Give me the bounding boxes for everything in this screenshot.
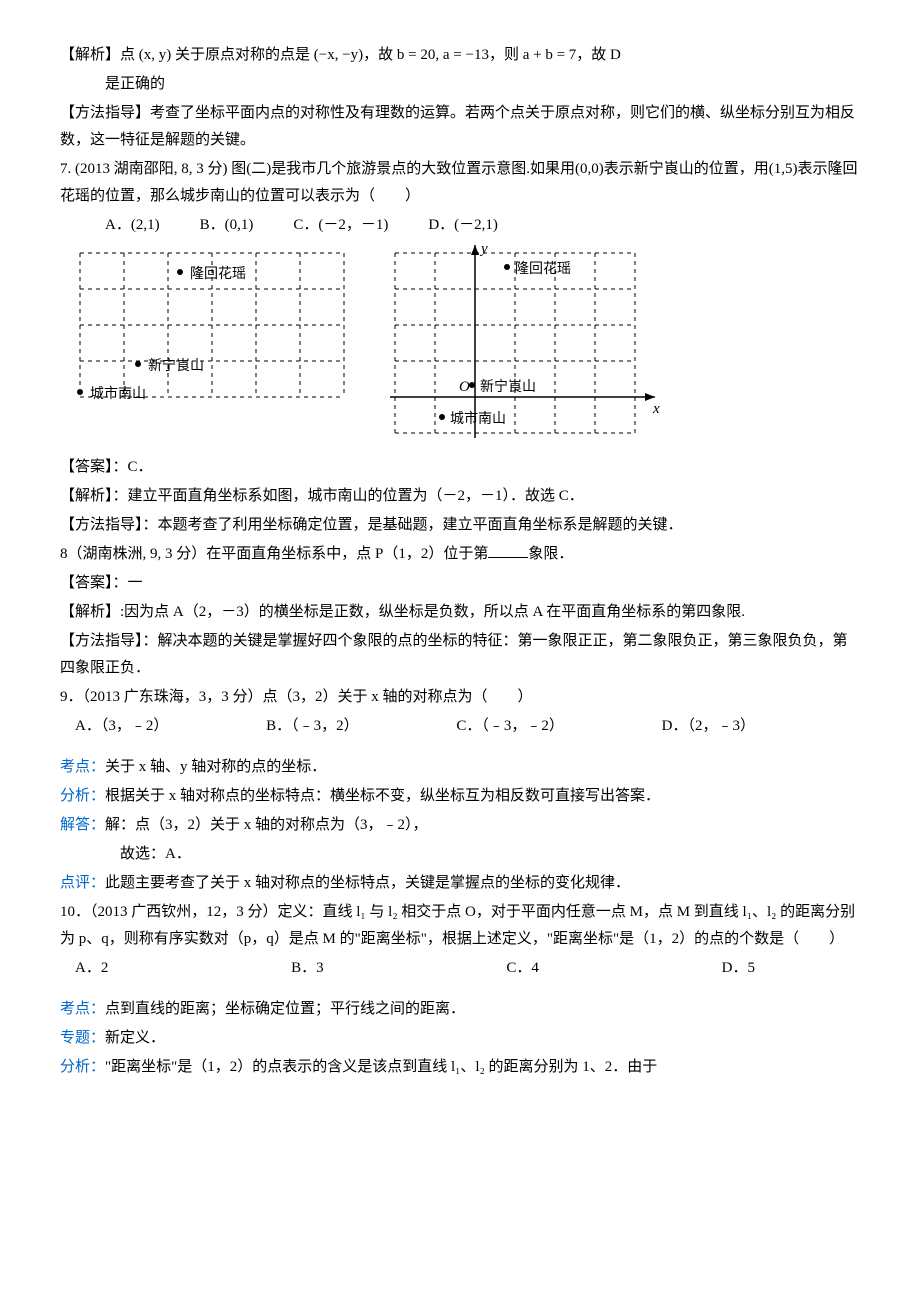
svg-text:城市南山: 城市南山 xyxy=(90,385,146,402)
spacer xyxy=(60,740,860,752)
answer-label: 【答案】： xyxy=(60,459,128,475)
p1-analysis: 【解析】点 (x, y) 关于原点对称的点是 (−x, −y)，故 b = 20… xyxy=(60,42,860,69)
q10-opt-a: A．2 xyxy=(75,955,108,982)
method-label: 【方法指导】： xyxy=(60,517,158,533)
analysis-text: 建立平面直角坐标系如图，城市南山的位置为（－2，－1）．故选 C． xyxy=(128,488,584,504)
q9-options: A．（3，﹣2） B．（﹣3，2） C．（﹣3，﹣2） D．（2，﹣3） xyxy=(75,713,755,740)
answer-text: 一 xyxy=(128,575,143,591)
kaodian-text: 点到直线的距离；坐标确定位置；平行线之间的距离． xyxy=(105,1001,465,1017)
p1-method: 【方法指导】考查了坐标平面内点的对称性及有理数的运算。若两个点关于原点对称，则它… xyxy=(60,100,860,154)
q9-opt-d: D．（2，﹣3） xyxy=(662,713,755,740)
q8-blank xyxy=(488,542,528,558)
kaodian-label: 考点： xyxy=(60,1001,105,1017)
svg-text:隆回花瑶: 隆回花瑶 xyxy=(515,261,571,277)
q10-stem: 10．（2013 广西钦州，12，3 分）定义：直线 l₁ 与 l₂ 相交于点 … xyxy=(60,899,860,953)
q9-opt-c: C．（﹣3，﹣2） xyxy=(456,713,564,740)
method-text: 解决本题的关键是掌握好四个象限的点的坐标的特征：第一象限正正，第二象限负正，第三… xyxy=(60,633,848,676)
q7-method: 【方法指导】：本题考查了利用坐标确定位置，是基础题，建立平面直角坐标系是解题的关… xyxy=(60,512,860,539)
q9-jieda-2: 故选：A． xyxy=(120,841,860,868)
q7-opt-b: B．(0,1) xyxy=(200,212,254,239)
q8-analysis: 【解析】:因为点 A（2，－3）的横坐标是正数，纵坐标是负数，所以点 A 在平面… xyxy=(60,599,860,626)
q8-method: 【方法指导】：解决本题的关键是掌握好四个象限的点的坐标的特征：第一象限正正，第二… xyxy=(60,628,860,682)
fenxi-label: 分析： xyxy=(60,1059,105,1075)
svg-text:x: x xyxy=(652,401,660,417)
analysis-label: 【解析】 xyxy=(60,47,120,63)
q8-stem-b: 象限． xyxy=(528,546,573,562)
q9-opt-b: B．（﹣3，2） xyxy=(266,713,359,740)
svg-text:新宁崀山: 新宁崀山 xyxy=(480,378,536,395)
q9-fenxi: 分析：根据关于 x 轴对称点的坐标特点：横坐标不变，纵坐标互为相反数可直接写出答… xyxy=(60,783,860,810)
q7-figures: 隆回花瑶新宁崀山城市南山 yxO隆回花瑶新宁崀山城市南山 xyxy=(60,239,860,452)
q10-opt-c: C．4 xyxy=(506,955,539,982)
q7-stem: 7. (2013 湖南邵阳, 8, 3 分) 图(二)是我市几个旅游景点的大致位… xyxy=(60,156,860,210)
analysis-text: 点 (x, y) 关于原点对称的点是 (−x, −y)，故 b = 20, a … xyxy=(120,47,621,63)
q8-stem: 8（湖南株洲, 9, 3 分）在平面直角坐标系中，点 P（1，2）位于第 象限． xyxy=(60,541,860,568)
spacer xyxy=(60,982,860,994)
q10-zhuanti: 专题：新定义． xyxy=(60,1025,860,1052)
fenxi-label: 分析： xyxy=(60,788,105,804)
q10-opt-b: B．3 xyxy=(291,955,324,982)
answer-label: 【答案】： xyxy=(60,575,128,591)
q8-answer: 【答案】：一 xyxy=(60,570,860,597)
svg-text:隆回花瑶: 隆回花瑶 xyxy=(190,266,246,282)
svg-text:O: O xyxy=(459,379,470,395)
p1-analysis-cont: 是正确的 xyxy=(60,71,860,98)
svg-text:新宁崀山: 新宁崀山 xyxy=(148,357,204,374)
q10-fenxi: 分析："距离坐标"是（1，2）的点表示的含义是该点到直线 l₁、l₂ 的距离分别… xyxy=(60,1054,860,1081)
q10-kaodian: 考点：点到直线的距离；坐标确定位置；平行线之间的距离． xyxy=(60,996,860,1023)
svg-text:y: y xyxy=(479,243,488,257)
q10-options: A．2 B．3 C．4 D．5 xyxy=(75,955,755,982)
method-label: 【方法指导】 xyxy=(60,105,150,121)
dianping-text: 此题主要考查了关于 x 轴对称点的坐标特点，关键是掌握点的坐标的变化规律． xyxy=(105,875,630,891)
q7-opt-c: C．(－2，－1) xyxy=(293,212,388,239)
zhuanti-label: 专题： xyxy=(60,1030,105,1046)
q7-figure-left: 隆回花瑶新宁崀山城市南山 xyxy=(60,243,370,405)
method-text: 考查了坐标平面内点的对称性及有理数的运算。若两个点关于原点对称，则它们的横、纵坐… xyxy=(60,105,855,148)
kaodian-label: 考点： xyxy=(60,759,105,775)
q7-analysis: 【解析】：建立平面直角坐标系如图，城市南山的位置为（－2，－1）．故选 C． xyxy=(60,483,860,510)
method-text: 本题考查了利用坐标确定位置，是基础题，建立平面直角坐标系是解题的关键． xyxy=(158,517,683,533)
q7-figure-right: y x O 隆回花瑶新宁崀山城市南山 xyxy=(380,243,700,448)
svg-text:城市南山: 城市南山 xyxy=(450,410,506,427)
q9-opt-a: A．（3，﹣2） xyxy=(75,713,168,740)
q9-jieda: 解答：解：点（3，2）关于 x 轴的对称点为（3，﹣2）， xyxy=(60,812,860,839)
method-label: 【方法指导】： xyxy=(60,633,158,649)
fenxi-text: 根据关于 x 轴对称点的坐标特点：横坐标不变，纵坐标互为相反数可直接写出答案． xyxy=(105,788,660,804)
q8-stem-a: 8（湖南株洲, 9, 3 分）在平面直角坐标系中，点 P（1，2）位于第 xyxy=(60,546,488,562)
analysis-label: 【解析】 xyxy=(60,604,120,620)
q9-kaodian: 考点：关于 x 轴、y 轴对称的点的坐标． xyxy=(60,754,860,781)
kaodian-text: 关于 x 轴、y 轴对称的点的坐标． xyxy=(105,759,326,775)
jieda-text: 解：点（3，2）关于 x 轴的对称点为（3，﹣2）， xyxy=(105,817,428,833)
q7-answer: 【答案】：C． xyxy=(60,454,860,481)
q7-options: A．(2,1) B．(0,1) C．(－2，－1) D．(－2,1) xyxy=(105,212,860,239)
analysis-label: 【解析】： xyxy=(60,488,128,504)
q7-opt-a: A．(2,1) xyxy=(105,212,160,239)
q9-dianping: 点评：此题主要考查了关于 x 轴对称点的坐标特点，关键是掌握点的坐标的变化规律． xyxy=(60,870,860,897)
q7-opt-d: D．(－2,1) xyxy=(428,212,498,239)
q9-stem: 9．（2013 广东珠海，3，3 分）点（3，2）关于 x 轴的对称点为（ ） xyxy=(60,684,860,711)
answer-text: C． xyxy=(128,459,153,475)
zhuanti-text: 新定义． xyxy=(105,1030,165,1046)
dianping-label: 点评： xyxy=(60,875,105,891)
analysis-text: :因为点 A（2，－3）的横坐标是正数，纵坐标是负数，所以点 A 在平面直角坐标… xyxy=(120,604,745,620)
jieda-label: 解答： xyxy=(60,817,105,833)
fenxi-text: "距离坐标"是（1，2）的点表示的含义是该点到直线 l₁、l₂ 的距离分别为 1… xyxy=(105,1059,657,1075)
q10-opt-d: D．5 xyxy=(722,955,755,982)
